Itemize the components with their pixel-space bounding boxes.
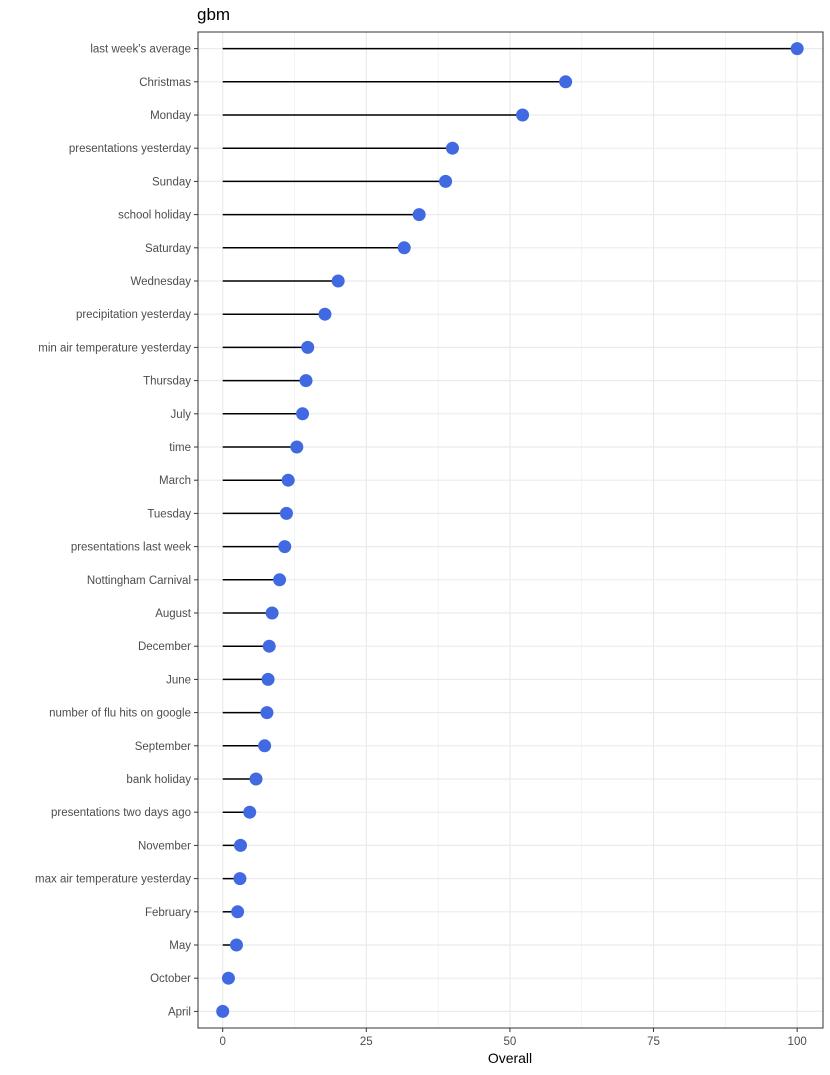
data-point — [559, 75, 573, 89]
y-tick-label: Saturday — [145, 243, 191, 255]
data-point — [445, 141, 459, 155]
y-tick-label: Christmas — [139, 77, 191, 89]
x-tick-label: 75 — [647, 1036, 660, 1048]
data-point — [260, 706, 274, 720]
y-tick-label: March — [159, 475, 191, 487]
y-tick-label: Monday — [150, 110, 191, 122]
y-tick-label: number of flu hits on google — [49, 708, 191, 720]
y-tick-label: September — [135, 741, 191, 753]
y-tick-label: bank holiday — [126, 774, 191, 786]
y-tick-label: June — [166, 674, 191, 686]
data-point — [412, 208, 426, 222]
data-point — [229, 938, 243, 952]
data-point — [231, 905, 245, 919]
panel-border — [197, 31, 824, 1029]
y-tick-label: Thursday — [143, 376, 191, 388]
data-point — [278, 540, 292, 554]
y-tick-label: school holiday — [118, 210, 191, 222]
x-axis: 0 25 50 75 100 — [219, 1028, 807, 1048]
y-tick-label: time — [169, 442, 191, 454]
x-tick-label: 25 — [360, 1036, 373, 1048]
x-axis-title: Overall — [488, 1050, 532, 1066]
y-tick-label: July — [171, 409, 192, 421]
point-layer — [216, 42, 804, 1018]
data-point — [233, 872, 247, 886]
data-point — [279, 506, 293, 520]
data-point — [221, 971, 235, 985]
y-tick-label: presentations two days ago — [51, 807, 191, 819]
y-tick-label: December — [138, 641, 191, 653]
data-point — [216, 1004, 230, 1018]
stem-layer — [222, 47, 798, 979]
y-tick-label: May — [169, 940, 191, 952]
y-tick-label: April — [168, 1006, 191, 1018]
data-point — [243, 805, 257, 819]
chart-title: gbm — [197, 5, 230, 24]
data-point — [249, 772, 263, 786]
data-point — [258, 739, 272, 753]
data-point — [290, 440, 304, 454]
data-point — [262, 639, 276, 653]
y-tick-label: Sunday — [152, 176, 191, 188]
data-point — [234, 838, 248, 852]
data-point — [281, 473, 295, 487]
x-tick-label: 0 — [219, 1036, 225, 1048]
y-tick-label: August — [155, 608, 192, 620]
y-tick-label: Nottingham Carnival — [87, 575, 191, 587]
data-point — [265, 606, 279, 620]
y-tick-label: presentations yesterday — [69, 143, 191, 155]
data-point — [261, 672, 275, 686]
data-point — [318, 307, 332, 321]
y-axis: last week's average Christmas Monday presen… — [35, 44, 198, 1018]
y-tick-label: min air temperature yesterday — [38, 342, 191, 354]
data-point — [299, 374, 313, 388]
x-tick-label: 50 — [504, 1036, 517, 1048]
y-tick-label: Wednesday — [130, 276, 191, 288]
y-tick-label: Tuesday — [147, 508, 191, 520]
data-point — [331, 274, 345, 288]
data-point — [439, 174, 453, 188]
data-point — [516, 108, 530, 122]
y-tick-label: last week's average — [90, 44, 191, 56]
y-tick-label: February — [145, 907, 191, 919]
data-point — [296, 407, 310, 421]
data-point — [301, 340, 315, 354]
y-tick-label: max air temperature yesterday — [35, 874, 191, 886]
y-tick-label: presentations last week — [71, 542, 191, 554]
data-point — [273, 573, 287, 587]
x-tick-label: 100 — [788, 1036, 807, 1048]
data-point — [397, 241, 411, 255]
y-tick-label: precipitation yesterday — [76, 309, 191, 321]
y-tick-label: November — [138, 840, 191, 852]
y-tick-label: October — [150, 973, 191, 985]
data-point — [790, 42, 804, 56]
